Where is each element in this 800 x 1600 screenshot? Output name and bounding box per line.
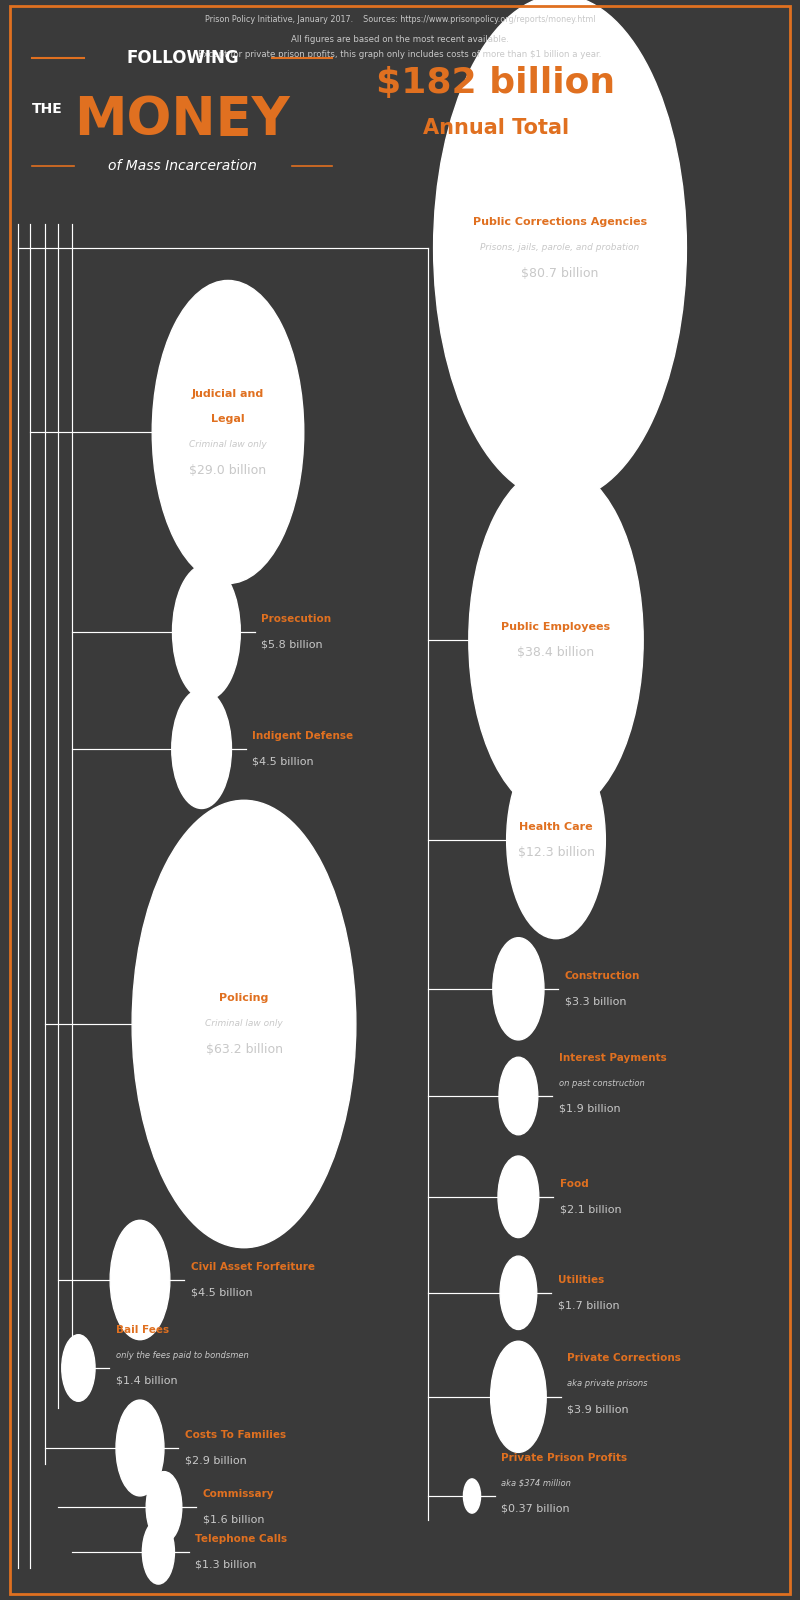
Circle shape — [498, 1157, 538, 1237]
Circle shape — [490, 1341, 546, 1453]
Text: Bail Fees: Bail Fees — [116, 1325, 169, 1334]
Circle shape — [463, 1478, 481, 1514]
Circle shape — [62, 1334, 95, 1402]
Text: on past construction: on past construction — [558, 1078, 644, 1088]
Circle shape — [434, 0, 686, 501]
Circle shape — [146, 1472, 182, 1542]
Circle shape — [469, 466, 643, 814]
Circle shape — [110, 1221, 170, 1339]
Text: of Mass Incarceration: of Mass Incarceration — [108, 160, 257, 173]
Text: Health Care: Health Care — [519, 822, 593, 832]
Text: aka $374 million: aka $374 million — [502, 1478, 571, 1488]
Text: Annual Total: Annual Total — [423, 118, 569, 138]
Text: Commissary: Commissary — [202, 1490, 274, 1499]
Text: Civil Asset Forfeiture: Civil Asset Forfeiture — [190, 1262, 314, 1272]
Text: Public Employees: Public Employees — [502, 622, 610, 632]
Text: $2.9 billion: $2.9 billion — [185, 1456, 246, 1466]
Text: THE: THE — [32, 102, 62, 115]
Text: $3.3 billion: $3.3 billion — [565, 997, 626, 1006]
Text: $29.0 billion: $29.0 billion — [190, 464, 266, 477]
Text: Prisons, jails, parole, and probation: Prisons, jails, parole, and probation — [480, 243, 640, 253]
Circle shape — [173, 565, 240, 699]
Text: $12.3 billion: $12.3 billion — [518, 846, 594, 859]
Text: Criminal law only: Criminal law only — [189, 440, 267, 450]
Text: Policing: Policing — [219, 994, 269, 1003]
Text: Prosecution: Prosecution — [261, 614, 331, 624]
Circle shape — [142, 1520, 174, 1584]
Circle shape — [493, 938, 544, 1040]
Text: Legal: Legal — [211, 414, 245, 424]
Circle shape — [132, 800, 356, 1248]
Text: $1.6 billion: $1.6 billion — [202, 1515, 264, 1525]
Text: only the fees paid to bondsmen: only the fees paid to bondsmen — [116, 1350, 249, 1360]
Text: $3.9 billion: $3.9 billion — [567, 1405, 629, 1414]
Circle shape — [172, 690, 231, 808]
Text: $1.4 billion: $1.4 billion — [116, 1376, 178, 1386]
Text: Utilities: Utilities — [558, 1275, 604, 1285]
Circle shape — [499, 1058, 538, 1134]
Text: $80.7 billion: $80.7 billion — [522, 267, 598, 280]
Text: Criminal law only: Criminal law only — [205, 1019, 283, 1029]
Text: Food: Food — [559, 1179, 588, 1189]
Text: Judicial and: Judicial and — [192, 389, 264, 398]
Text: Indigent Defense: Indigent Defense — [252, 731, 354, 741]
Text: $1.7 billion: $1.7 billion — [558, 1301, 619, 1310]
Text: aka private prisons: aka private prisons — [567, 1379, 647, 1389]
Text: $2.1 billion: $2.1 billion — [559, 1205, 622, 1214]
Circle shape — [500, 1256, 537, 1330]
Text: Construction: Construction — [565, 971, 640, 981]
Text: $38.4 billion: $38.4 billion — [518, 646, 594, 659]
Text: Prison Policy Initiative, January 2017.    Sources: https://www.prisonpolicy.org: Prison Policy Initiative, January 2017. … — [205, 14, 595, 24]
Text: Private Prison Profits: Private Prison Profits — [502, 1453, 627, 1462]
Text: Costs To Families: Costs To Families — [185, 1430, 286, 1440]
Text: Except for private prison profits, this graph only includes costs of more than $: Except for private prison profits, this … — [198, 50, 602, 59]
Text: Interest Payments: Interest Payments — [558, 1053, 666, 1062]
Text: $1.9 billion: $1.9 billion — [558, 1104, 620, 1114]
Text: $4.5 billion: $4.5 billion — [252, 757, 314, 766]
Text: MONEY: MONEY — [74, 94, 290, 146]
Text: Private Corrections: Private Corrections — [567, 1354, 681, 1363]
Text: Public Corrections Agencies: Public Corrections Agencies — [473, 218, 647, 227]
Text: $182 billion: $182 billion — [377, 66, 615, 101]
Circle shape — [152, 280, 304, 584]
Text: $4.5 billion: $4.5 billion — [190, 1288, 252, 1298]
Text: $5.8 billion: $5.8 billion — [261, 640, 322, 650]
Text: FOLLOWING: FOLLOWING — [126, 48, 238, 67]
Text: $63.2 billion: $63.2 billion — [206, 1043, 282, 1056]
Circle shape — [506, 741, 606, 939]
Circle shape — [116, 1400, 164, 1496]
Text: Telephone Calls: Telephone Calls — [195, 1534, 287, 1544]
Text: $1.3 billion: $1.3 billion — [195, 1560, 257, 1570]
Text: $0.37 billion: $0.37 billion — [502, 1504, 570, 1514]
Text: All figures are based on the most recent available.: All figures are based on the most recent… — [291, 35, 509, 45]
